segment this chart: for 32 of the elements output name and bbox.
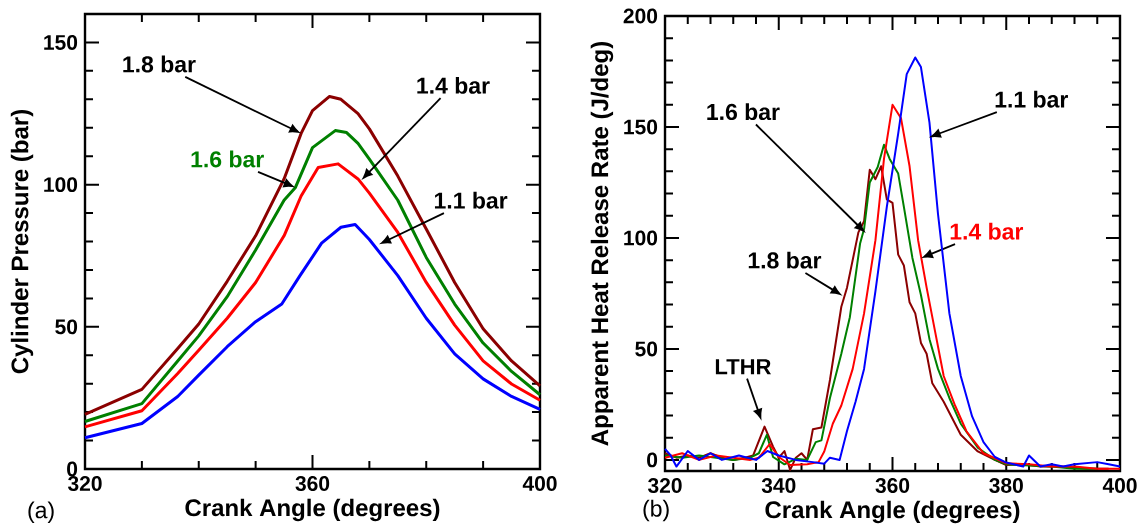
x-tick-label: 400 [522,476,557,491]
annotation: LTHR [715,359,771,375]
y-tick-label: 150 [44,35,78,50]
x-tick-label: 320 [67,476,102,491]
text: (a) [28,501,54,523]
y-axis-title: Apparent Heat Release Rate (J/deg) [590,42,614,446]
x-tick-label: 380 [989,478,1023,493]
y-tick-label: 100 [624,230,658,246]
series-label: 1.8 bar [748,251,822,269]
x-tick-label: 320 [647,478,682,493]
x-tick-label: 400 [1102,478,1137,493]
text: 1.4 bar [417,76,490,94]
x-tick-label: 360 [875,478,910,493]
text: 1.1 bar [995,90,1068,108]
y-tick-label: 50 [635,341,658,357]
x-tick-label: 360 [295,476,330,491]
x-tick-label: 340 [761,478,796,493]
text: (b) [643,499,669,522]
y-tick-label: 50 [55,319,78,335]
y-tick-label: 100 [44,177,78,193]
y-tick-label: 150 [624,119,658,135]
y-tick-label: 0 [67,461,78,477]
series-label: 1.6 bar [191,150,264,168]
y-axis-title: Cylinder Pressure (bar) [10,110,34,374]
y-tick-label: 200 [623,8,658,24]
y-tick-label: 0 [647,452,658,468]
text: 1.1 bar [434,191,508,209]
series-label: 1.4 bar [950,222,1024,240]
x-axis-title: Crank Angle (degrees) [765,500,1020,524]
text: 1.8 bar [123,55,196,73]
text: 1.6 bar [707,103,780,121]
x-axis-title: Crank Angle (degrees) [185,498,440,522]
